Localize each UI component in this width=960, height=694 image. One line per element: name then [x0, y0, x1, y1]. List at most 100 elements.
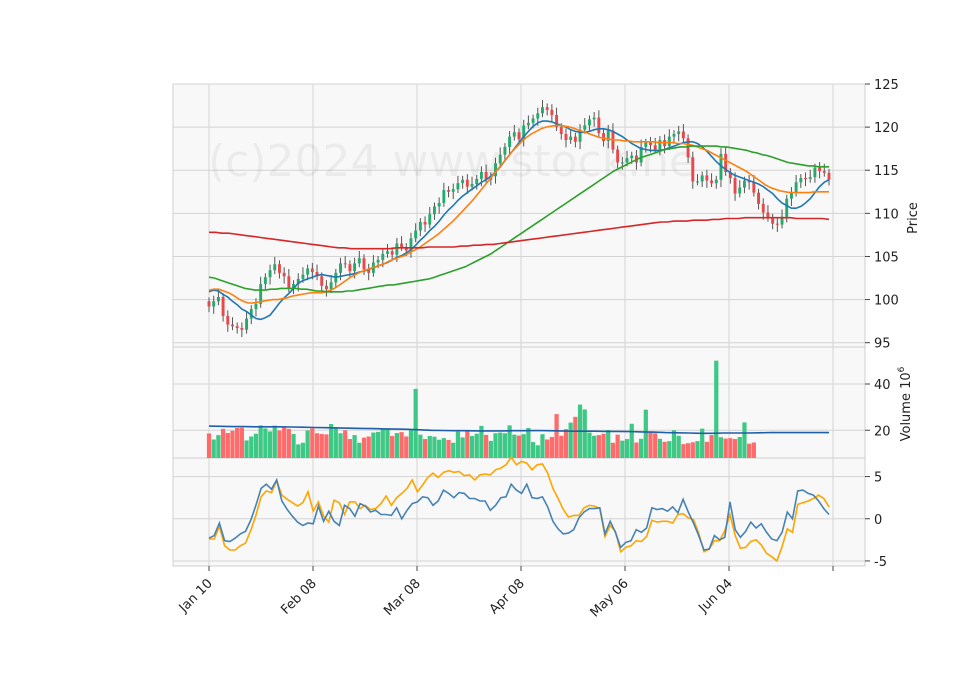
volume-bar: [375, 431, 381, 458]
volume-bar: [291, 433, 296, 458]
candle-body: [456, 183, 460, 190]
sma-long-line: [209, 216, 830, 250]
candle-body: [249, 309, 253, 319]
volume-bar: [624, 439, 630, 458]
volume-bar: [357, 442, 362, 458]
volume-bar: [324, 434, 329, 458]
candle-body: [245, 318, 249, 330]
candle-body: [503, 146, 507, 155]
candle-body: [536, 113, 540, 119]
volume-bar: [488, 440, 493, 458]
candle-body: [447, 190, 451, 192]
price-y-tick-label: 120: [874, 121, 899, 136]
candle-body: [681, 131, 685, 139]
candle-body: [696, 181, 699, 183]
candle-body: [616, 149, 620, 163]
candle-body: [353, 263, 357, 272]
volume-bar: [418, 434, 423, 458]
candle-body: [583, 125, 587, 130]
volume-bar: [695, 441, 700, 458]
volume-bar: [253, 433, 259, 458]
candle-body: [630, 155, 634, 159]
candle-body: [348, 264, 352, 272]
candle-body: [273, 264, 277, 271]
volume-bar: [404, 436, 409, 458]
volume-bar: [343, 430, 348, 458]
volume-bar: [592, 435, 597, 458]
volume-bar: [742, 422, 747, 458]
volume-bar: [723, 438, 728, 458]
candle-body: [409, 238, 413, 251]
candle-body: [423, 221, 427, 225]
candle-body: [498, 154, 502, 164]
candle-body: [367, 269, 371, 273]
volume-bar: [484, 434, 489, 458]
candle-body: [724, 153, 728, 172]
candle-body: [240, 328, 244, 330]
volume-bar: [573, 416, 578, 458]
candle-body: [822, 171, 826, 173]
volume-bar: [361, 437, 367, 458]
sma-slow-line: [208, 145, 829, 293]
volume-bar: [516, 435, 522, 458]
volume-bar: [474, 433, 479, 458]
volume-y-tick-label: 20: [874, 424, 891, 439]
candle-body: [742, 180, 746, 188]
x-tick-label: Mar 08: [381, 576, 424, 619]
volume-bar: [329, 424, 334, 458]
candle-body: [479, 171, 483, 179]
volume-bar: [535, 445, 540, 458]
candle-body: [691, 157, 695, 182]
candle-body: [649, 142, 652, 146]
volume-bar: [601, 433, 606, 458]
candle-body: [808, 177, 812, 179]
candle-body: [818, 167, 822, 172]
volume-bar: [220, 428, 226, 458]
volume-bar: [681, 444, 686, 458]
candle-body: [564, 134, 568, 141]
candle-body: [292, 284, 296, 289]
candle-body: [414, 230, 418, 239]
volume-bar: [563, 429, 569, 458]
candle-body: [653, 145, 657, 150]
volume-bar: [300, 442, 306, 458]
candle-body: [306, 268, 310, 275]
candle-body: [517, 132, 521, 140]
candle-body: [592, 117, 596, 120]
candle-body: [747, 180, 751, 183]
volume-bar: [286, 428, 291, 458]
candle-body: [320, 276, 324, 286]
sma-fast-line: [208, 120, 830, 321]
volume-bar: [526, 427, 531, 458]
candle-body: [418, 221, 422, 231]
volume-bar: [596, 435, 601, 458]
candle-body: [752, 182, 756, 193]
candle-body: [508, 136, 512, 147]
candle-body: [324, 285, 328, 290]
volume-bar: [258, 425, 263, 458]
volume-bar: [399, 432, 404, 458]
volume-bar: [263, 428, 268, 458]
indicator-y-tick-label: 5: [874, 471, 882, 486]
volume-bar: [244, 440, 249, 458]
candle-body: [686, 138, 690, 158]
candle-body: [700, 175, 704, 182]
candle-body: [710, 180, 714, 184]
volume-bar: [267, 431, 273, 458]
volume-bar: [216, 435, 221, 458]
candle-body: [559, 127, 563, 135]
volume-bar: [441, 438, 446, 458]
candle-body: [550, 109, 554, 116]
candle-body: [639, 146, 643, 163]
candle-body: [357, 258, 361, 264]
candle-body: [728, 171, 732, 178]
candle-body: [597, 117, 601, 134]
volume-bar: [648, 431, 653, 458]
price-axis-title: Price: [906, 202, 921, 234]
candle-body: [541, 107, 544, 114]
volume-bar: [272, 425, 277, 458]
candle-body: [644, 142, 648, 147]
candle-body: [606, 130, 610, 141]
indicator-y-tick-label: 0: [874, 513, 882, 528]
volume-bar: [639, 438, 644, 458]
